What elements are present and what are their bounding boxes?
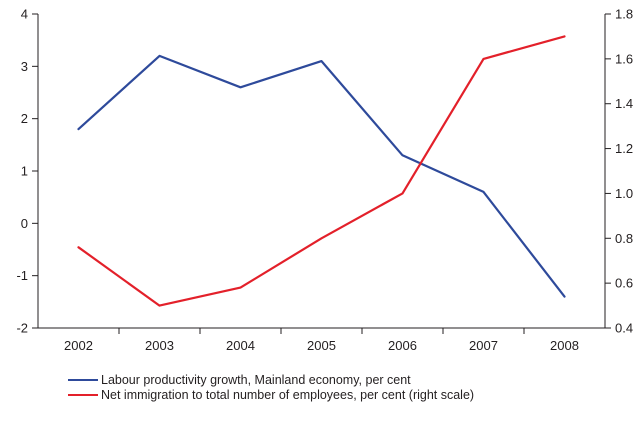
left-tick-label: 2: [21, 111, 28, 126]
x-tick-label: 2005: [307, 338, 336, 353]
series-line-immigration: [77, 35, 566, 307]
right-tick-label: 1.0: [615, 186, 633, 201]
legend: Labour productivity growth, Mainland eco…: [68, 372, 474, 402]
x-axis-ticks: 2002 2003 2004 2005 2006 2007 2008: [64, 328, 579, 353]
x-tick-label: 2006: [388, 338, 417, 353]
x-tick-label: 2008: [550, 338, 579, 353]
right-tick-label: 0.6: [615, 276, 633, 291]
left-tick-label: 4: [21, 7, 28, 22]
left-tick-label: -2: [16, 321, 28, 336]
legend-swatch-productivity: [68, 378, 98, 381]
series-lines: [77, 35, 566, 307]
x-tick-label: 2004: [226, 338, 255, 353]
right-tick-label: 1.8: [615, 7, 633, 22]
x-tick-label: 2003: [145, 338, 174, 353]
right-tick-label: 1.2: [615, 141, 633, 156]
left-tick-label: -1: [16, 268, 28, 283]
series-line-productivity: [77, 54, 566, 298]
left-axis-ticks: -2 -1 0 1 2 3 4: [16, 7, 38, 336]
right-axis-ticks: 0.4 0.6 0.8 1.0 1.2 1.4 1.6 1.8: [605, 7, 633, 336]
left-tick-label: 1: [21, 164, 28, 179]
left-tick-label: 0: [21, 216, 28, 231]
right-tick-label: 0.8: [615, 231, 633, 246]
left-tick-label: 3: [21, 59, 28, 74]
legend-label-immigration: Net immigration to total number of emplo…: [101, 387, 475, 402]
right-tick-label: 1.6: [615, 51, 633, 66]
legend-label-productivity: Labour productivity growth, Mainland eco…: [101, 372, 411, 387]
right-tick-label: 0.4: [615, 321, 633, 336]
right-tick-label: 1.4: [615, 96, 633, 111]
x-tick-label: 2002: [64, 338, 93, 353]
legend-item-productivity: Labour productivity growth, Mainland eco…: [68, 372, 474, 387]
legend-swatch-immigration: [68, 393, 98, 396]
legend-item-immigration: Net immigration to total number of emplo…: [68, 387, 474, 402]
x-tick-label: 2007: [469, 338, 498, 353]
